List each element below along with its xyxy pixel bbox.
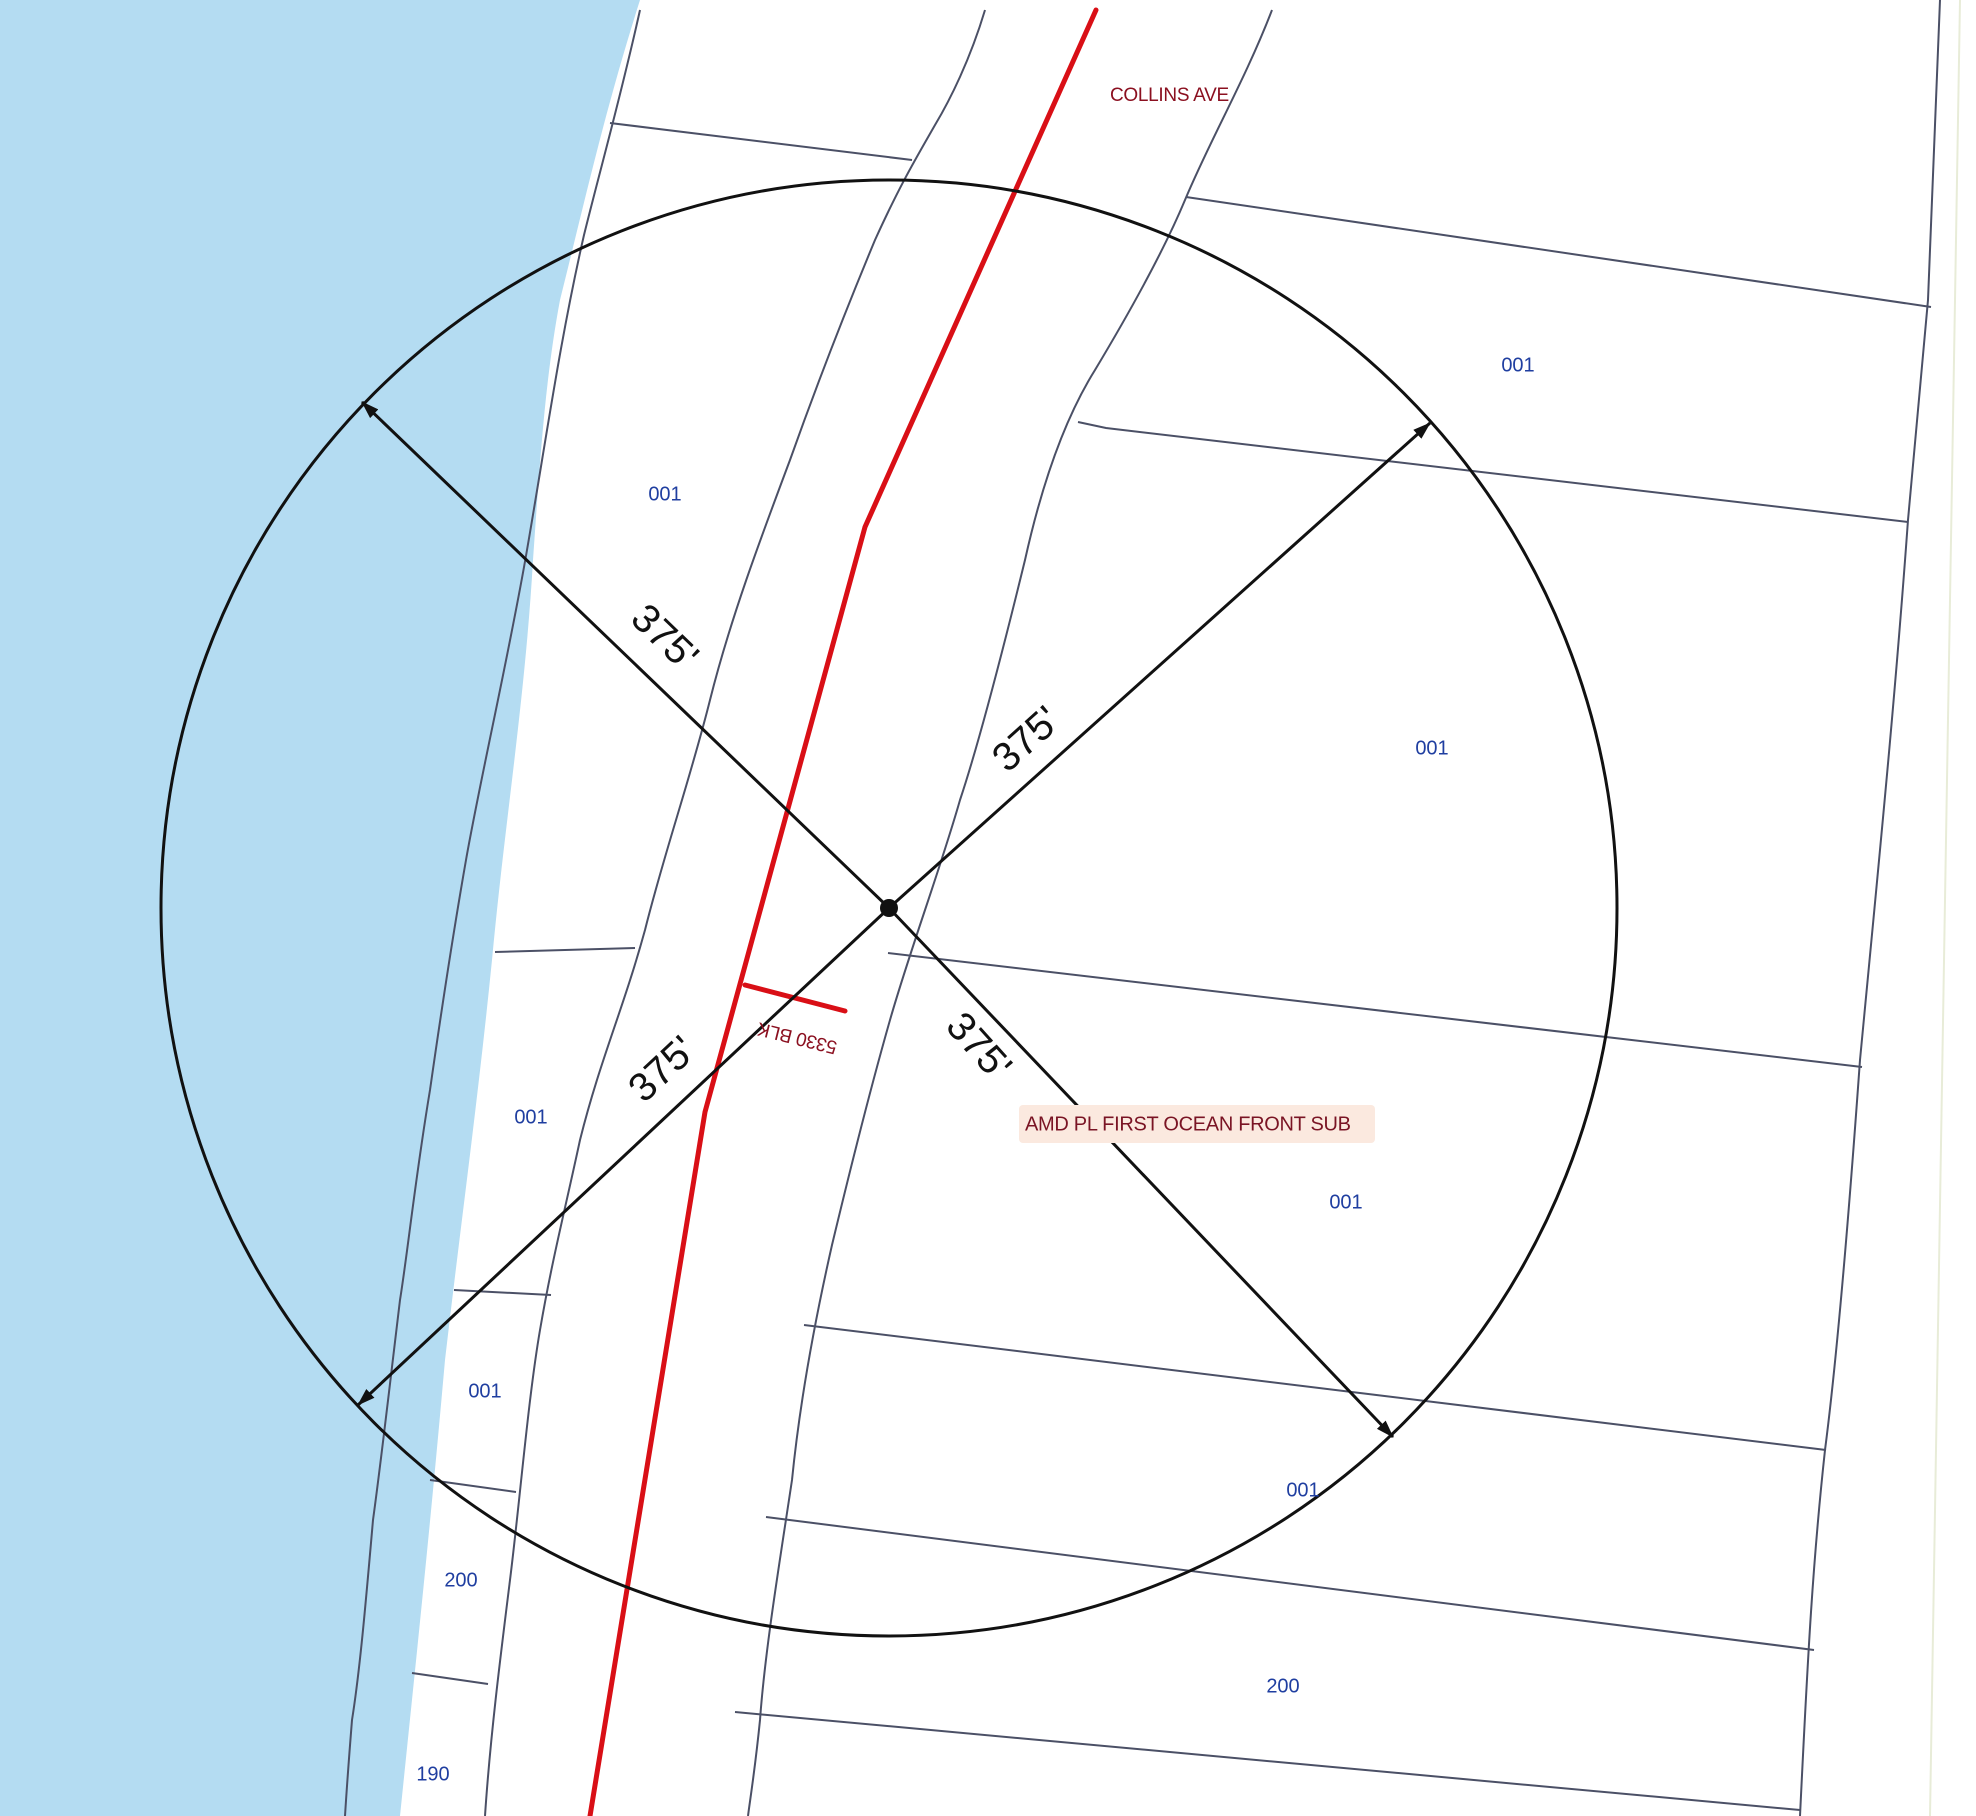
radius-line-northeast [887,421,1432,910]
subdivision-label-bg [1019,1105,1375,1143]
lot-line-w3 [453,1289,552,1296]
radius-line-southeast [887,906,1395,1439]
folio-label: 001 [1286,1479,1319,1501]
center-point-icon [880,899,898,917]
block-label: 5330 BLK [755,1017,839,1057]
folio-label: 001 [1329,1191,1362,1213]
folio-label: 200 [444,1569,477,1591]
lot-line-e1 [1185,196,1932,308]
street-row-line-2 [484,9,986,1816]
radius-label-southeast: 375' [938,1004,1020,1089]
folio-label: 001 [1501,354,1534,376]
lot-line-e2 [1077,421,1909,523]
lot-line-e4 [803,1324,1827,1451]
folio-label: 001 [1415,737,1448,759]
street-row-line-1 [344,9,641,1816]
lot-line-w5 [411,1672,489,1685]
collins-ave-centerline [587,7,1099,1816]
subdivision-label: AMD PL FIRST OCEAN FRONT SUB [1025,1113,1351,1135]
radius-line-northwest [360,400,891,910]
radius-circle [159,178,1619,1638]
street-row-line-3 [747,9,1273,1816]
folio-label: 001 [648,483,681,505]
folio-label: 001 [514,1106,547,1128]
lot-line-e3 [887,952,1863,1068]
folio-label: 200 [1266,1675,1299,1697]
folio-label: 001 [468,1380,501,1402]
east-boundary-line [1799,0,1941,1816]
radius-label-northeast: 375' [984,698,1069,780]
folio-label: 190 [416,1763,449,1785]
lot-line-w2 [494,947,636,953]
radius-line-southwest [356,906,891,1407]
street-name-label: COLLINS AVE [1110,85,1229,106]
map-right-edge [1929,0,1961,1816]
lot-line-w4 [429,1479,517,1493]
ocean-water [0,0,640,1816]
radius-label-southwest: 375' [620,1028,704,1111]
lot-line-w1 [609,122,913,161]
lot-line-e5 [765,1516,1815,1651]
lot-line-e6 [734,1711,1801,1811]
